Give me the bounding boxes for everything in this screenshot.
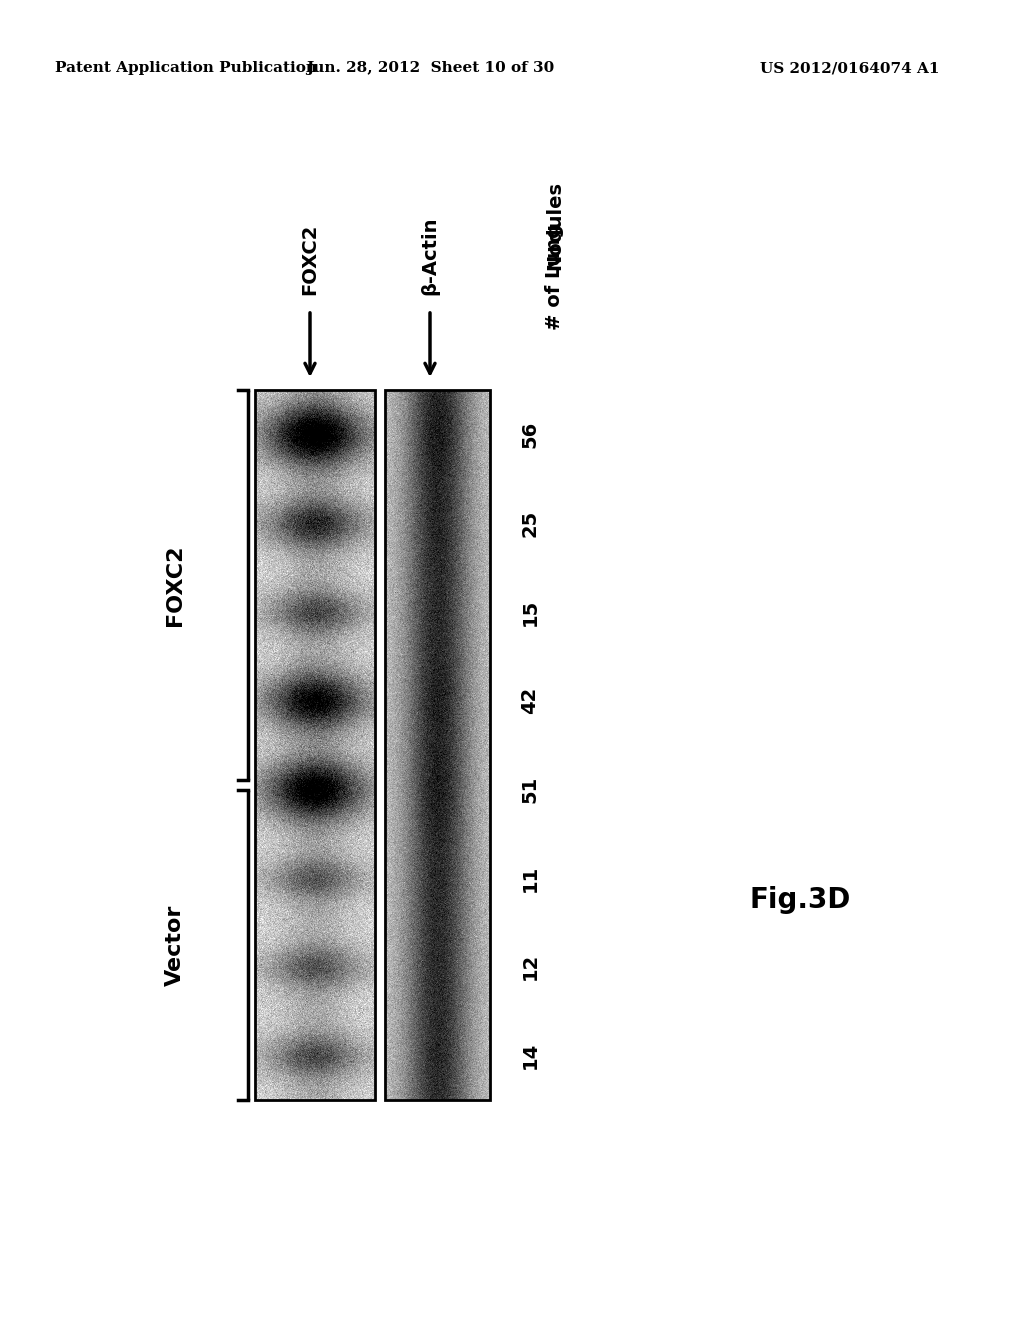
Text: 15: 15 [520,598,540,626]
Text: Nodules: Nodules [546,181,564,271]
Text: US 2012/0164074 A1: US 2012/0164074 A1 [761,61,940,75]
Bar [255,389,375,1100]
Text: Vector: Vector [165,904,185,986]
Text: FOXC2: FOXC2 [165,544,185,626]
Text: 11: 11 [520,865,540,892]
Bar [385,389,490,1100]
Text: 12: 12 [520,953,540,981]
Text: 51: 51 [520,776,540,803]
Text: β-Actin: β-Actin [421,216,439,294]
Text: 56: 56 [520,421,540,447]
Text: 42: 42 [520,686,540,714]
Text: FOXC2: FOXC2 [300,223,319,294]
Text: Patent Application Publication: Patent Application Publication [55,61,317,75]
Text: Jun. 28, 2012  Sheet 10 of 30: Jun. 28, 2012 Sheet 10 of 30 [306,61,554,75]
Text: 14: 14 [520,1041,540,1069]
Text: 25: 25 [520,510,540,537]
Text: Fig.3D: Fig.3D [750,886,851,913]
Text: # of Lung: # of Lung [546,224,564,330]
